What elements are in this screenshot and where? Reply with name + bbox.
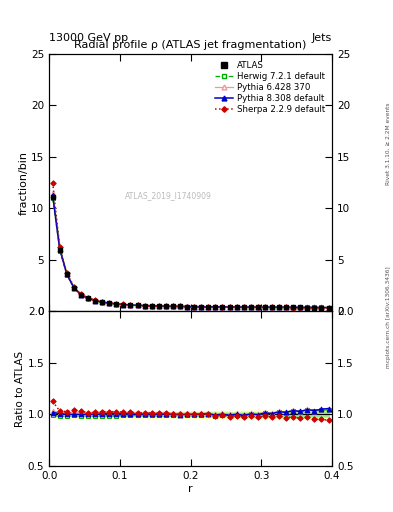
Y-axis label: fraction/bin: fraction/bin [18, 151, 28, 215]
X-axis label: r: r [188, 483, 193, 494]
Title: Radial profile ρ (ATLAS jet fragmentation): Radial profile ρ (ATLAS jet fragmentatio… [74, 40, 307, 50]
Y-axis label: Ratio to ATLAS: Ratio to ATLAS [15, 351, 25, 426]
Text: ATLAS_2019_I1740909: ATLAS_2019_I1740909 [125, 191, 211, 200]
Text: Rivet 3.1.10, ≥ 2.2M events: Rivet 3.1.10, ≥ 2.2M events [386, 102, 391, 185]
Text: 13000 GeV pp: 13000 GeV pp [49, 33, 128, 44]
Legend: ATLAS, Herwig 7.2.1 default, Pythia 6.428 370, Pythia 8.308 default, Sherpa 2.2.: ATLAS, Herwig 7.2.1 default, Pythia 6.42… [213, 58, 328, 117]
Text: Jets: Jets [312, 33, 332, 44]
Text: mcplots.cern.ch [arXiv:1306.3436]: mcplots.cern.ch [arXiv:1306.3436] [386, 267, 391, 368]
